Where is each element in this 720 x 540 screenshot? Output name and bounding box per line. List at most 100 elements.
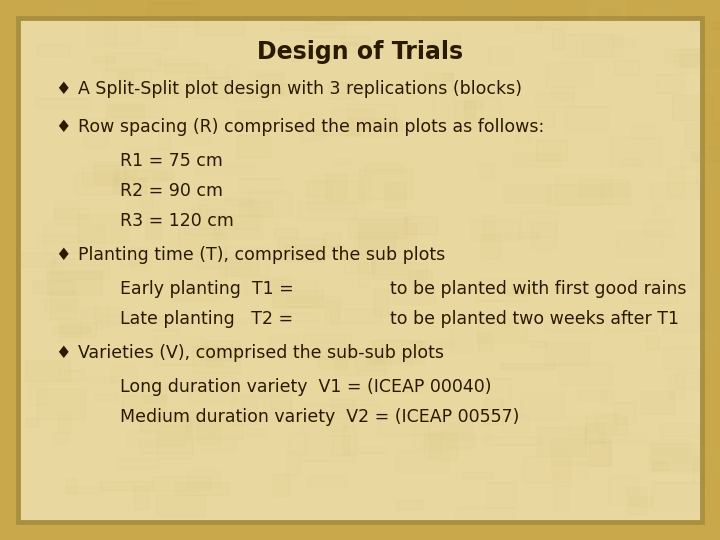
Bar: [500, 363, 555, 369]
Bar: [516, 126, 531, 143]
Bar: [330, 308, 381, 323]
Bar: [339, 417, 358, 444]
Bar: [323, 233, 340, 246]
Bar: [498, 183, 540, 196]
Bar: [397, 500, 423, 509]
Bar: [652, 462, 667, 470]
Bar: [285, 245, 344, 255]
Bar: [639, 396, 676, 419]
Bar: [195, 59, 243, 87]
Bar: [225, 247, 268, 276]
Bar: [124, 164, 136, 176]
Bar: [192, 205, 207, 225]
Bar: [608, 38, 635, 45]
Bar: [424, 435, 441, 457]
Bar: [231, 396, 256, 426]
Bar: [53, 326, 90, 333]
Bar: [397, 299, 441, 322]
Bar: [343, 426, 356, 455]
Bar: [627, 487, 647, 515]
Bar: [127, 430, 184, 446]
Bar: [663, 347, 702, 369]
Bar: [302, 403, 353, 431]
Bar: [693, 457, 710, 483]
Bar: [25, 360, 70, 381]
Bar: [156, 495, 205, 516]
Bar: [610, 137, 661, 166]
Bar: [60, 323, 96, 337]
Text: Row spacing (R) comprised the main plots as follows:: Row spacing (R) comprised the main plots…: [78, 118, 544, 136]
Bar: [690, 272, 720, 287]
Bar: [589, 441, 610, 465]
Bar: [558, 363, 612, 384]
Bar: [400, 352, 412, 368]
Bar: [37, 389, 85, 419]
Bar: [37, 44, 69, 56]
Bar: [382, 161, 407, 190]
Bar: [299, 384, 350, 410]
Bar: [462, 472, 492, 478]
Bar: [242, 395, 291, 421]
Bar: [82, 165, 125, 186]
Bar: [108, 370, 125, 382]
Bar: [25, 326, 75, 352]
Bar: [680, 48, 720, 67]
Bar: [435, 109, 485, 132]
Bar: [310, 341, 345, 356]
Bar: [696, 155, 720, 183]
Bar: [371, 262, 427, 279]
Bar: [408, 13, 420, 23]
Bar: [347, 104, 395, 129]
Bar: [131, 165, 160, 186]
Bar: [652, 482, 708, 511]
Bar: [432, 32, 459, 51]
Bar: [86, 376, 117, 382]
Bar: [605, 320, 657, 331]
Bar: [536, 92, 573, 107]
Bar: [551, 86, 574, 99]
Bar: [146, 218, 161, 239]
Bar: [100, 481, 152, 490]
Bar: [135, 44, 154, 52]
Bar: [330, 400, 355, 419]
Bar: [325, 173, 346, 200]
Bar: [578, 390, 606, 400]
Bar: [153, 476, 210, 491]
Bar: [334, 251, 355, 259]
Bar: [195, 165, 255, 173]
Bar: [454, 507, 514, 519]
Text: R1 = 75 cm: R1 = 75 cm: [120, 152, 223, 170]
Bar: [305, 9, 345, 37]
Bar: [396, 451, 449, 471]
Bar: [274, 189, 289, 194]
Bar: [465, 23, 524, 35]
Bar: [50, 291, 76, 319]
Bar: [35, 98, 89, 107]
Bar: [479, 333, 492, 350]
Bar: [58, 321, 81, 341]
Bar: [330, 388, 373, 400]
Text: ♦: ♦: [55, 246, 71, 264]
Bar: [680, 64, 720, 73]
Bar: [536, 139, 567, 160]
Bar: [464, 6, 523, 24]
Bar: [545, 321, 597, 331]
Bar: [370, 383, 427, 392]
Bar: [333, 158, 351, 164]
Bar: [629, 278, 678, 303]
Bar: [575, 475, 611, 486]
Bar: [475, 279, 527, 301]
Bar: [45, 224, 104, 253]
Bar: [113, 178, 145, 193]
Bar: [103, 220, 147, 226]
Bar: [40, 298, 95, 319]
Bar: [126, 201, 158, 217]
Bar: [225, 198, 253, 205]
Bar: [453, 302, 500, 316]
Bar: [663, 312, 711, 331]
Bar: [565, 106, 608, 130]
Bar: [364, 163, 403, 173]
Bar: [294, 221, 340, 239]
Bar: [428, 431, 456, 460]
Bar: [157, 434, 192, 457]
